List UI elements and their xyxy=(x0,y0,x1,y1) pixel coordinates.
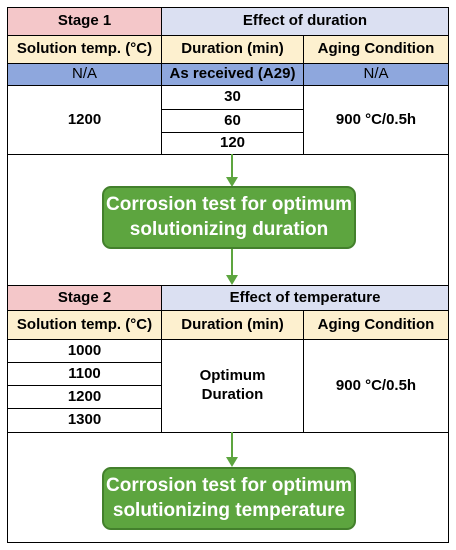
stage2-temperature-cell: 1300 xyxy=(7,408,162,433)
stage2-label: Stage 2 xyxy=(7,285,162,311)
stage1-header-aging: Aging Condition xyxy=(303,35,449,64)
stage2-temperature-cell: 1000 xyxy=(7,339,162,363)
stage2-duration-value: Optimum Duration xyxy=(161,339,304,433)
stage1-header-solution-temp: Solution temp. (°C) xyxy=(7,35,162,64)
stage1-duration-cell: 60 xyxy=(161,109,304,133)
stage2-aging-value: 900 °C/0.5h xyxy=(303,339,449,433)
stage1-ref-solution-temp: N/A xyxy=(7,63,162,86)
down-arrow-icon xyxy=(226,249,238,285)
stage2-effect-label: Effect of temperature xyxy=(161,285,449,311)
stage1-effect-label: Effect of duration xyxy=(161,7,449,36)
stage2-header-duration: Duration (min) xyxy=(161,310,304,340)
stage1-duration-cell: 30 xyxy=(161,85,304,110)
stage2-temperature-cell: 1100 xyxy=(7,362,162,386)
duration-line: Duration xyxy=(201,386,264,403)
stage2-temperature-cell: 1200 xyxy=(7,385,162,409)
down-arrow-icon xyxy=(226,432,238,467)
process-line: solutionizing duration xyxy=(129,218,329,240)
stage1-ref-duration: As received (A29) xyxy=(161,63,304,86)
down-arrow-icon xyxy=(226,154,238,187)
stage1-label: Stage 1 xyxy=(7,7,162,36)
stage1-solution-temp-value: 1200 xyxy=(7,85,162,155)
stage1-ref-aging: N/A xyxy=(303,63,449,86)
duration-line: Optimum xyxy=(199,367,266,385)
stage2-header-aging: Aging Condition xyxy=(303,310,449,340)
stage1-duration-cell: 120 xyxy=(161,132,304,155)
process-line: Corrosion test for optimum xyxy=(106,474,352,496)
corrosion-test-temperature-box: Corrosion test for optimum solutionizing… xyxy=(102,467,356,530)
process-line: solutionizing temperature xyxy=(112,499,346,521)
stage2-header-solution-temp: Solution temp. (°C) xyxy=(7,310,162,340)
process-line: Corrosion test for optimum xyxy=(106,193,352,215)
corrosion-test-duration-box: Corrosion test for optimum solutionizing… xyxy=(102,186,356,249)
stage1-header-duration: Duration (min) xyxy=(161,35,304,64)
stage1-aging-value: 900 °C/0.5h xyxy=(303,85,449,155)
